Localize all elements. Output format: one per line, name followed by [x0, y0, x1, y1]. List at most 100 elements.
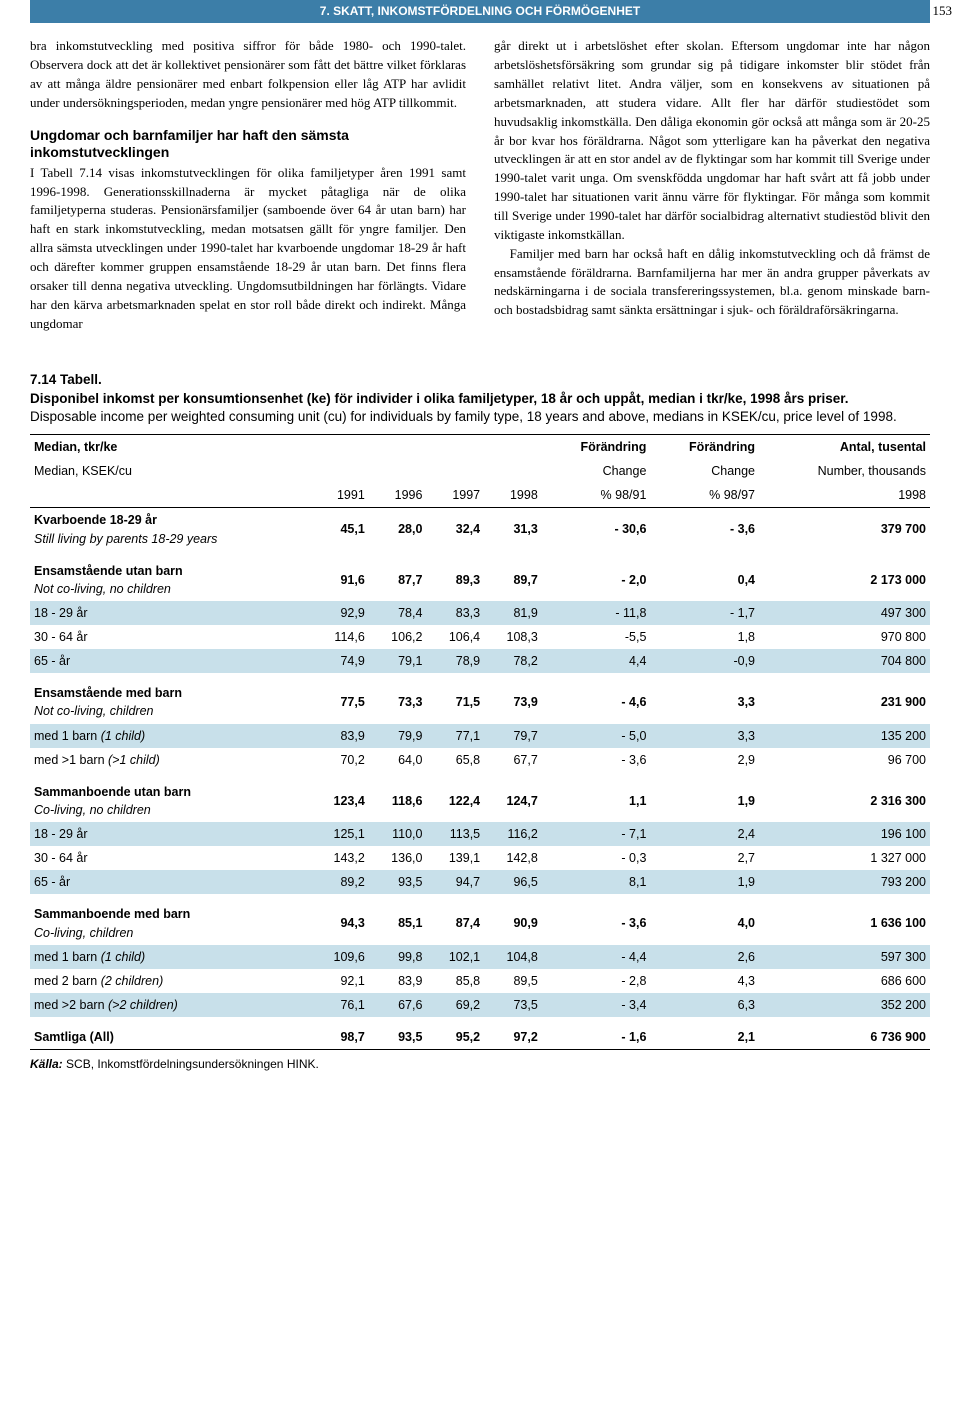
cell-value: 3,3: [650, 724, 759, 748]
table-row: med 2 barn (2 children)92,183,985,889,5-…: [30, 969, 930, 993]
table-body: Kvarboende 18-29 årStill living by paren…: [30, 508, 930, 1050]
table-spacer: [30, 673, 930, 681]
head-row-2: Median, KSEK/cu Change Change Number, th…: [30, 459, 930, 483]
cell-value: 95,2: [426, 1025, 484, 1050]
cell-value: 87,7: [369, 559, 427, 601]
row-label: 65 - år: [30, 649, 311, 673]
cell-value: 78,2: [484, 649, 542, 673]
cell-value: 96 700: [759, 748, 930, 772]
cell-value: 114,6: [311, 625, 369, 649]
table-row: med >2 barn (>2 children)76,167,669,273,…: [30, 993, 930, 1017]
source-text: SCB, Inkomstfördelningsundersökningen HI…: [63, 1057, 319, 1071]
head-median-sv-text: Median, tkr/ke: [34, 440, 117, 454]
row-label: Ensamstående med barnNot co-living, chil…: [30, 681, 311, 723]
cell-value: 2 316 300: [759, 780, 930, 822]
cell-value: 89,3: [426, 559, 484, 601]
row-label-en: Not co-living, no children: [34, 580, 307, 598]
cell-value: 79,9: [369, 724, 427, 748]
cell-value: - 2,0: [542, 559, 651, 601]
cell-value: 83,9: [311, 724, 369, 748]
cell-value: 87,4: [426, 902, 484, 944]
row-label-en: Co-living, no children: [34, 801, 307, 819]
cell-value: 92,1: [311, 969, 369, 993]
cell-value: 970 800: [759, 625, 930, 649]
cell-value: 1,9: [650, 870, 759, 894]
head-row-years: 1991 1996 1997 1998 % 98/91 % 98/97 1998: [30, 483, 930, 508]
table-row: med 1 barn (1 child)109,699,8102,1104,8-…: [30, 945, 930, 969]
head-median-sv: Median, tkr/ke: [30, 435, 311, 460]
cell-value: 1 327 000: [759, 846, 930, 870]
cell-value: 96,5: [484, 870, 542, 894]
cell-value: 4,3: [650, 969, 759, 993]
cell-value: 89,5: [484, 969, 542, 993]
table-spacer: [30, 894, 930, 902]
table-row: Sammanboende utan barnCo-living, no chil…: [30, 780, 930, 822]
cell-value: 1 636 100: [759, 902, 930, 944]
cell-value: 2,6: [650, 945, 759, 969]
cell-value: - 3,4: [542, 993, 651, 1017]
cell-value: - 0,3: [542, 846, 651, 870]
year-1998: 1998: [484, 483, 542, 508]
cell-value: 64,0: [369, 748, 427, 772]
cell-value: 2,9: [650, 748, 759, 772]
head-change1-sv: Förändring: [542, 435, 651, 460]
cell-value: 90,9: [484, 902, 542, 944]
table-row: 30 - 64 år114,6106,2106,4108,3-5,51,8970…: [30, 625, 930, 649]
caption-number: 7.14 Tabell.: [30, 371, 930, 389]
row-label: 18 - 29 år: [30, 822, 311, 846]
cell-value: 99,8: [369, 945, 427, 969]
cell-value: 77,5: [311, 681, 369, 723]
cell-value: 1,9: [650, 780, 759, 822]
cell-value: 102,1: [426, 945, 484, 969]
cell-value: 6,3: [650, 993, 759, 1017]
head-change2-sv: Förändring: [650, 435, 759, 460]
cell-value: 31,3: [484, 508, 542, 551]
cell-value: 77,1: [426, 724, 484, 748]
table-row: 65 - år89,293,594,796,58,11,9793 200: [30, 870, 930, 894]
cell-value: 104,8: [484, 945, 542, 969]
cell-value: 106,2: [369, 625, 427, 649]
row-label-en: (>1 child): [105, 753, 160, 767]
cell-value: - 5,0: [542, 724, 651, 748]
cell-value: 78,4: [369, 601, 427, 625]
cell-value: 704 800: [759, 649, 930, 673]
head-change1-en: Change: [542, 459, 651, 483]
cell-value: 73,3: [369, 681, 427, 723]
row-label-sv: Sammanboende utan barn: [34, 783, 307, 801]
cell-value: 74,9: [311, 649, 369, 673]
head-change1-sv-text: Förändring: [580, 440, 646, 454]
year-1991: 1991: [311, 483, 369, 508]
cell-value: - 4,6: [542, 681, 651, 723]
table-spacer: [30, 772, 930, 780]
cell-value: - 1,7: [650, 601, 759, 625]
cell-value: 793 200: [759, 870, 930, 894]
cell-value: 1,8: [650, 625, 759, 649]
head-row-1: Median, tkr/ke Förändring Förändring Ant…: [30, 435, 930, 460]
table-spacer: [30, 551, 930, 559]
cell-value: 108,3: [484, 625, 542, 649]
cell-value: - 3,6: [650, 508, 759, 551]
cell-value: 32,4: [426, 508, 484, 551]
cell-value: 85,8: [426, 969, 484, 993]
cell-value: - 3,6: [542, 902, 651, 944]
cell-value: 2 173 000: [759, 559, 930, 601]
cell-value: 143,2: [311, 846, 369, 870]
cell-value: 106,4: [426, 625, 484, 649]
cell-value: 79,7: [484, 724, 542, 748]
cell-value: 379 700: [759, 508, 930, 551]
pct-98-91: % 98/91: [542, 483, 651, 508]
head-count-en: Number, thousands: [759, 459, 930, 483]
cell-value: 125,1: [311, 822, 369, 846]
table-spacer: [30, 1017, 930, 1025]
cell-value: 116,2: [484, 822, 542, 846]
cell-value: 4,4: [542, 649, 651, 673]
cell-value: 89,2: [311, 870, 369, 894]
chapter-header-band: 7. SKATT, INKOMSTFÖRDELNING OCH FÖRMÖGEN…: [30, 0, 930, 23]
cell-value: 497 300: [759, 601, 930, 625]
row-label: Sammanboende med barnCo-living, children: [30, 902, 311, 944]
year-1997: 1997: [426, 483, 484, 508]
cell-value: 196 100: [759, 822, 930, 846]
cell-value: 2,1: [650, 1025, 759, 1050]
cell-value: 89,7: [484, 559, 542, 601]
table-head: Median, tkr/ke Förändring Förändring Ant…: [30, 435, 930, 508]
